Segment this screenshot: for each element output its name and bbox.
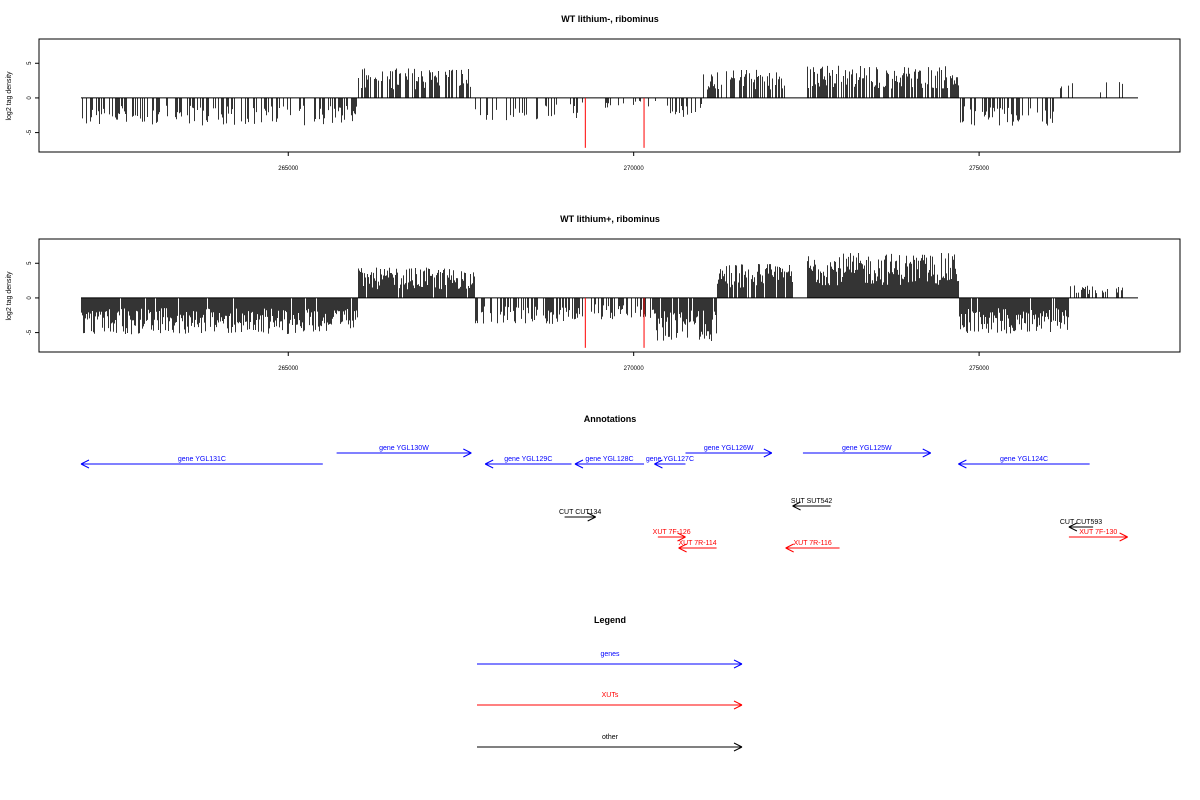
panel-lithium-minus: WT lithium-, ribominus log2 tag density …: [6, 14, 1181, 172]
y-axis-label: log2 tag density: [6, 271, 13, 321]
feature-arrow: [564, 512, 596, 522]
panel-title: WT lithium-, ribominus: [561, 14, 659, 24]
y-tick-label: 0: [27, 296, 33, 300]
annotations-title: Annotations: [584, 414, 637, 424]
x-tick-label: 270000: [624, 166, 645, 172]
y-axis: -5 0 5: [27, 261, 39, 335]
feature-arrow: [654, 459, 686, 469]
feature-arrow: [802, 448, 931, 458]
feature-arrow: [80, 459, 323, 469]
legend-label: other: [602, 734, 619, 741]
panel-lithium-plus: WT lithium+, ribominus log2 tag density …: [6, 214, 1181, 372]
feature-label: gene YGL125W: [842, 445, 892, 452]
y-tick-label: -5: [27, 329, 33, 335]
legend: Legend genes XUTs other: [477, 615, 743, 752]
x-tick-label: 275000: [969, 366, 990, 372]
feature-label: gene YGL127C: [646, 456, 694, 463]
feature-label: gene YGL130W: [379, 445, 429, 452]
feature-arrow: [785, 543, 840, 553]
feature-arrow: [678, 543, 717, 553]
feature-label: gene YGL128C: [585, 456, 633, 463]
feature-label: CUT CUT593: [1060, 519, 1102, 526]
feature-label: XUT 7F-130: [1079, 529, 1117, 536]
y-tick-label: 5: [27, 61, 33, 65]
y-tick-label: -5: [27, 129, 33, 135]
legend-title: Legend: [594, 615, 626, 625]
x-tick-label: 265000: [278, 166, 299, 172]
feature-label: gene YGL124C: [1000, 456, 1048, 463]
x-axis: 265000 270000 275000: [278, 152, 990, 172]
legend-arrow-other: [477, 742, 743, 752]
marker-lines: [584, 97, 645, 148]
legend-label: genes: [600, 651, 620, 658]
signal-bars: [81, 65, 1138, 126]
legend-arrow-xut: [477, 700, 743, 710]
feature-arrow: [574, 459, 645, 469]
feature-arrow: [484, 459, 572, 469]
legend-items: genes XUTs other: [477, 651, 743, 752]
feature-label: SUT SUT542: [791, 498, 833, 505]
feature-arrow: [685, 448, 773, 458]
feature-label: XUT 7R-116: [793, 540, 831, 547]
x-tick-label: 270000: [624, 366, 645, 372]
annotation-features: gene YGL131C gene YGL130W gene YGL129C gene…: [80, 445, 1128, 553]
marker-lines: [584, 297, 645, 348]
x-axis: 265000 270000 275000: [278, 352, 990, 372]
y-tick-label: 0: [27, 96, 33, 100]
feature-label: CUT CUT134: [559, 509, 601, 516]
x-tick-label: 265000: [278, 366, 299, 372]
y-axis-label: log2 tag density: [6, 71, 13, 121]
x-tick-label: 275000: [969, 166, 990, 172]
plot-frame: [38, 238, 1181, 353]
feature-arrow: [958, 459, 1090, 469]
legend-arrow-gene: [477, 659, 743, 669]
signal-bars: [81, 252, 1138, 342]
feature-arrow: [1068, 532, 1128, 542]
plot-frame: [38, 38, 1181, 153]
feature-label: XUT 7F-126: [653, 529, 691, 536]
feature-arrow: [336, 448, 472, 458]
y-tick-label: 5: [27, 261, 33, 265]
feature-arrow: [1068, 522, 1094, 532]
feature-arrow: [792, 501, 831, 511]
feature-arrow: [657, 532, 686, 542]
panel-title: WT lithium+, ribominus: [560, 214, 660, 224]
feature-label: XUT 7R-114: [678, 540, 716, 547]
y-axis: -5 0 5: [27, 61, 39, 135]
feature-label: gene YGL126W: [704, 445, 754, 452]
feature-label: gene YGL131C: [178, 456, 226, 463]
feature-label: gene YGL129C: [504, 456, 552, 463]
legend-label: XUTs: [602, 692, 619, 699]
